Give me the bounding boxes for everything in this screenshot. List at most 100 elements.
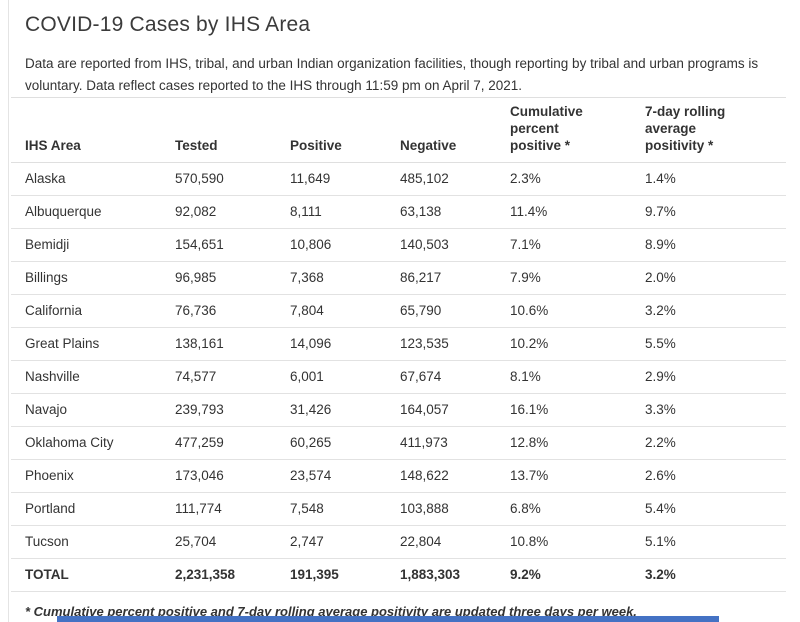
cell-cumulative-percent: 7.1% — [510, 228, 645, 262]
cell-negative: 485,102 — [400, 162, 510, 196]
table-row-navajo: Navajo 239,793 31,426 164,057 16.1% 3.3% — [11, 393, 786, 427]
cell-cumulative-percent: 7.9% — [510, 261, 645, 295]
table-row-great-plains: Great Plains 138,161 14,096 123,535 10.2… — [11, 327, 786, 361]
cell-negative: 65,790 — [400, 294, 510, 328]
cell-total-label: TOTAL — [11, 558, 175, 592]
cell-area: Alaska — [11, 162, 175, 196]
column-header-ihs-area: IHS Area — [11, 97, 175, 163]
cell-tested: 76,736 — [175, 294, 290, 328]
table-row-nashville: Nashville 74,577 6,001 67,674 8.1% 2.9% — [11, 360, 786, 394]
cell-tested: 239,793 — [175, 393, 290, 427]
cell-positive: 6,001 — [290, 360, 400, 394]
cell-cumulative-percent: 2.3% — [510, 162, 645, 196]
footnote: * Cumulative percent positive and 7-day … — [25, 604, 637, 619]
cell-area: California — [11, 294, 175, 328]
cell-positive: 7,804 — [290, 294, 400, 328]
bottom-blue-bar — [57, 616, 719, 622]
cell-rolling-positivity: 5.1% — [645, 525, 786, 559]
table-header: IHS Area Tested Positive Negative Cumula… — [11, 97, 786, 163]
column-header-negative: Negative — [400, 97, 510, 163]
table-total-row: TOTAL 2,231,358 191,395 1,883,303 9.2% 3… — [11, 558, 786, 592]
cell-rolling-positivity: 3.2% — [645, 294, 786, 328]
cell-area: Navajo — [11, 393, 175, 427]
column-header-tested: Tested — [175, 97, 290, 163]
table-body: Alaska 570,590 11,649 485,102 2.3% 1.4% … — [11, 162, 786, 592]
cell-area: Nashville — [11, 360, 175, 394]
cell-cumulative-percent: 10.6% — [510, 294, 645, 328]
cell-cumulative-percent: 16.1% — [510, 393, 645, 427]
cell-rolling-positivity: 9.7% — [645, 195, 786, 229]
cell-cumulative-percent: 10.8% — [510, 525, 645, 559]
column-header-label: Positive — [290, 138, 342, 153]
cell-tested: 74,577 — [175, 360, 290, 394]
cell-rolling-positivity: 2.6% — [645, 459, 786, 493]
cell-rolling-positivity: 2.2% — [645, 426, 786, 460]
cell-rolling-positivity: 5.4% — [645, 492, 786, 526]
cell-rolling-positivity: 2.0% — [645, 261, 786, 295]
page-title: COVID-19 Cases by IHS Area — [25, 13, 311, 36]
cell-cumulative-percent: 11.4% — [510, 195, 645, 229]
intro-text: Data are reported from IHS, tribal, and … — [25, 56, 759, 93]
covid-cases-table: IHS Area Tested Positive Negative Cumula… — [11, 97, 786, 592]
cell-rolling-positivity: 8.9% — [645, 228, 786, 262]
left-border-line — [8, 0, 9, 622]
column-header-label: IHS Area — [25, 138, 81, 153]
cell-positive: 11,649 — [290, 162, 400, 196]
cell-area: Billings — [11, 261, 175, 295]
cell-positive: 8,111 — [290, 195, 400, 229]
column-header-cumulative-percent-positive: Cumulative percent positive * — [510, 97, 645, 163]
table-row-billings: Billings 96,985 7,368 86,217 7.9% 2.0% — [11, 261, 786, 295]
table-row-california: California 76,736 7,804 65,790 10.6% 3.2… — [11, 294, 786, 328]
table-row-phoenix: Phoenix 173,046 23,574 148,622 13.7% 2.6… — [11, 459, 786, 493]
cell-tested: 173,046 — [175, 459, 290, 493]
cell-total-negative: 1,883,303 — [400, 558, 510, 592]
cell-total-tested: 2,231,358 — [175, 558, 290, 592]
cell-rolling-positivity: 1.4% — [645, 162, 786, 196]
column-header-label: 7-day rolling average positivity * — [645, 104, 726, 153]
cell-cumulative-percent: 13.7% — [510, 459, 645, 493]
cell-area: Phoenix — [11, 459, 175, 493]
cell-tested: 96,985 — [175, 261, 290, 295]
cell-area: Oklahoma City — [11, 426, 175, 460]
cell-negative: 411,973 — [400, 426, 510, 460]
cell-negative: 140,503 — [400, 228, 510, 262]
column-header-label: Cumulative percent positive * — [510, 104, 583, 153]
cell-cumulative-percent: 6.8% — [510, 492, 645, 526]
table-row-albuquerque: Albuquerque 92,082 8,111 63,138 11.4% 9.… — [11, 195, 786, 229]
cell-rolling-positivity: 2.9% — [645, 360, 786, 394]
cell-tested: 25,704 — [175, 525, 290, 559]
cell-negative: 63,138 — [400, 195, 510, 229]
table-header-row: IHS Area Tested Positive Negative Cumula… — [11, 97, 786, 163]
cell-negative: 103,888 — [400, 492, 510, 526]
cell-negative: 22,804 — [400, 525, 510, 559]
cell-positive: 23,574 — [290, 459, 400, 493]
column-header-label: Negative — [400, 138, 457, 153]
cell-total-cumulative-percent: 9.2% — [510, 558, 645, 592]
table-row-tucson: Tucson 25,704 2,747 22,804 10.8% 5.1% — [11, 525, 786, 559]
column-header-label: Tested — [175, 138, 218, 153]
table-row-alaska: Alaska 570,590 11,649 485,102 2.3% 1.4% — [11, 162, 786, 196]
table-row-portland: Portland 111,774 7,548 103,888 6.8% 5.4% — [11, 492, 786, 526]
cell-positive: 7,368 — [290, 261, 400, 295]
cell-negative: 67,674 — [400, 360, 510, 394]
cell-area: Albuquerque — [11, 195, 175, 229]
cell-positive: 31,426 — [290, 393, 400, 427]
cell-cumulative-percent: 10.2% — [510, 327, 645, 361]
cell-positive: 60,265 — [290, 426, 400, 460]
cell-negative: 123,535 — [400, 327, 510, 361]
cell-positive: 2,747 — [290, 525, 400, 559]
cell-area: Tucson — [11, 525, 175, 559]
cell-tested: 138,161 — [175, 327, 290, 361]
column-header-positive: Positive — [290, 97, 400, 163]
table-row-bemidji: Bemidji 154,651 10,806 140,503 7.1% 8.9% — [11, 228, 786, 262]
cell-tested: 111,774 — [175, 492, 290, 526]
column-header-7day-rolling-positivity: 7-day rolling average positivity * — [645, 97, 786, 163]
cell-rolling-positivity: 3.3% — [645, 393, 786, 427]
cell-cumulative-percent: 8.1% — [510, 360, 645, 394]
cell-area: Bemidji — [11, 228, 175, 262]
cell-positive: 7,548 — [290, 492, 400, 526]
cell-tested: 92,082 — [175, 195, 290, 229]
cell-cumulative-percent: 12.8% — [510, 426, 645, 460]
cell-negative: 86,217 — [400, 261, 510, 295]
